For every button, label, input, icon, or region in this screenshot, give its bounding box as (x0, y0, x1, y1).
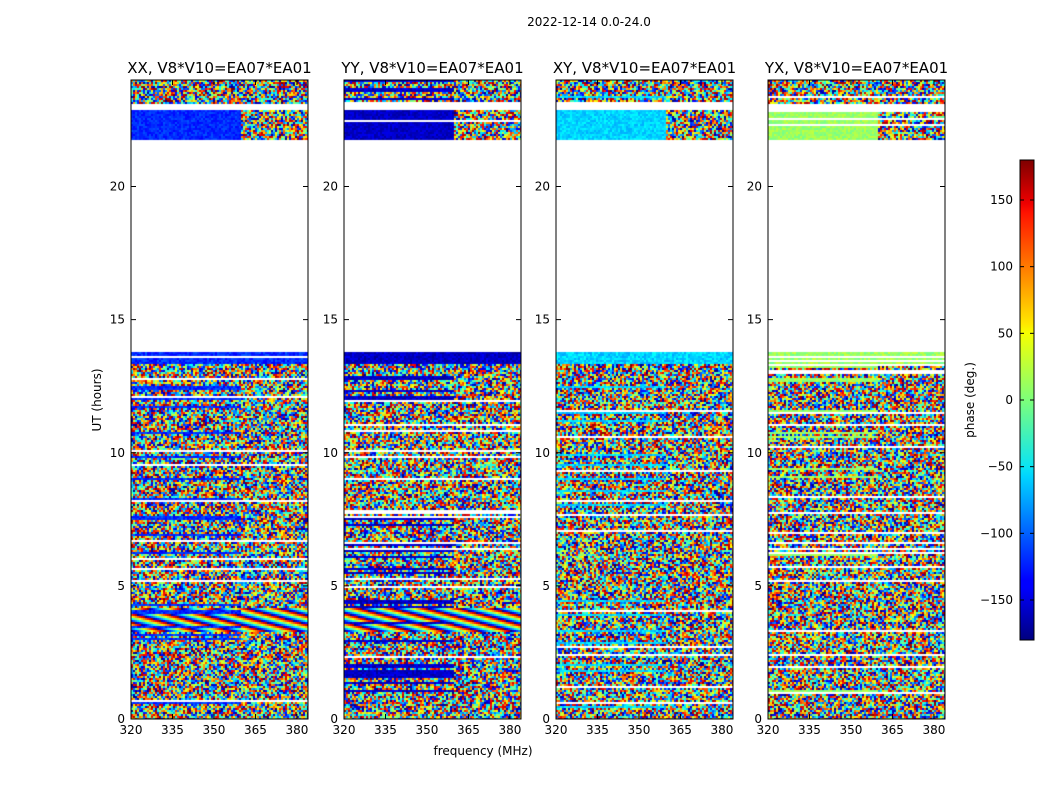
figure-suptitle: 2022-12-14 0.0-24.0 (527, 15, 651, 29)
y-tick-label: 0 (117, 712, 125, 726)
y-tick-label: 10 (110, 446, 125, 460)
plot-frame (343, 79, 522, 720)
y-tick-label: 5 (542, 579, 550, 593)
heatmap-raster (556, 80, 733, 719)
x-tick-label: 320 (120, 723, 143, 737)
colorbar-label: phase (deg.) (963, 362, 977, 438)
panel-2: YY, V8*V10=EA07*EA01 320 335 350 365 380 0 5 10 1… (323, 59, 524, 737)
colorbar-ticks: 150 100 50 0 −50 −100 −150 (980, 193, 1034, 607)
x-tick-label: 380 (285, 723, 308, 737)
plot-frame (555, 79, 734, 720)
panel-title: XY, V8*V10=EA07*EA01 (553, 59, 736, 77)
x-axis-label: frequency (MHz) (433, 744, 532, 758)
y-tick-label: 10 (747, 446, 762, 460)
x-tick-label: 335 (586, 723, 609, 737)
plot-frame (767, 79, 946, 720)
colorbar-tick-label: 150 (990, 193, 1013, 207)
y-tick-label: 10 (535, 446, 550, 460)
colorbar-tick-label: −50 (988, 460, 1013, 474)
heatmap-raster (131, 80, 308, 719)
panel-title: YX, V8*V10=EA07*EA01 (764, 59, 948, 77)
panels-group: XX, V8*V10=EA07*EA01 320 335 350 365 380 0 5 10 1… (110, 59, 948, 737)
y-tick-label: 0 (754, 712, 762, 726)
colorbar-tick-label: −100 (980, 526, 1013, 540)
y-tick-label: 15 (110, 313, 125, 327)
x-tick-label: 350 (840, 723, 863, 737)
y-tick-label: 20 (535, 180, 550, 194)
y-tick-label: 20 (323, 180, 338, 194)
y-tick-label: 10 (323, 446, 338, 460)
y-tick-label: 20 (747, 180, 762, 194)
colorbar-tick-label: 100 (990, 260, 1013, 274)
y-tick-label: 20 (110, 180, 125, 194)
heatmap-raster (344, 80, 521, 719)
x-tick-label: 320 (333, 723, 356, 737)
panel-4: YX, V8*V10=EA07*EA01 320 335 350 365 380 0 5 10 1… (747, 59, 948, 737)
x-tick-label: 365 (244, 723, 267, 737)
x-tick-label: 350 (628, 723, 651, 737)
y-tick-label: 15 (535, 313, 550, 327)
x-tick-label: 365 (669, 723, 692, 737)
x-tick-label: 320 (545, 723, 568, 737)
y-tick-label: 5 (117, 579, 125, 593)
heatmap-raster (768, 80, 945, 719)
panel-1: XX, V8*V10=EA07*EA01 320 335 350 365 380 0 5 10 1… (110, 59, 312, 737)
y-axis-label: UT (hours) (90, 368, 104, 431)
x-tick-label: 350 (203, 723, 226, 737)
y-tick-label: 5 (754, 579, 762, 593)
x-tick-label: 335 (798, 723, 821, 737)
plot-frame (130, 79, 309, 720)
y-tick-label: 15 (747, 313, 762, 327)
x-tick-label: 320 (757, 723, 780, 737)
x-tick-label: 335 (374, 723, 397, 737)
x-tick-label: 380 (922, 723, 945, 737)
x-tick-label: 380 (710, 723, 733, 737)
x-tick-label: 380 (498, 723, 521, 737)
y-tick-label: 5 (330, 579, 338, 593)
x-tick-label: 350 (416, 723, 439, 737)
x-tick-label: 335 (161, 723, 184, 737)
x-tick-label: 365 (881, 723, 904, 737)
panel-3: XY, V8*V10=EA07*EA01 320 335 350 365 380 0 5 10 1… (535, 59, 736, 737)
panel-title: YY, V8*V10=EA07*EA01 (340, 59, 523, 77)
colorbar-tick-label: 50 (998, 326, 1013, 340)
x-tick-label: 365 (457, 723, 480, 737)
y-tick-label: 0 (330, 712, 338, 726)
colorbar: 150 100 50 0 −50 −100 −150 phase (deg.) (963, 159, 1035, 641)
y-tick-label: 0 (542, 712, 550, 726)
y-tick-label: 15 (323, 313, 338, 327)
colorbar-tick-label: 0 (1005, 393, 1013, 407)
panel-title: XX, V8*V10=EA07*EA01 (127, 59, 311, 77)
colorbar-tick-label: −150 (980, 593, 1013, 607)
